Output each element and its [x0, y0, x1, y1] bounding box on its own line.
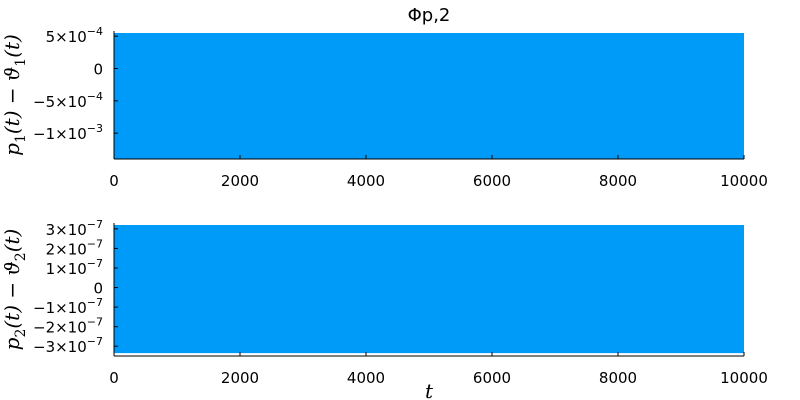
- panel1-x-tick-label: 6000: [473, 172, 511, 190]
- panel1-x-tick-label: 8000: [599, 172, 637, 190]
- panel2-x-tick-label: 0: [109, 369, 119, 387]
- panel1-x-tick-label: 0: [109, 172, 119, 190]
- panel2-y-axis-label: p2(t) − ϑ2(t): [0, 229, 29, 351]
- panel2-x-tick-label: 2000: [221, 369, 259, 387]
- panel2-y-tick-label: 0: [93, 280, 103, 298]
- panel1-y-tick-label: −1×10−3: [33, 122, 103, 143]
- panel2-y-tick-label: −1×10−7: [33, 296, 103, 317]
- panel2-x-tick-label: 6000: [473, 369, 511, 387]
- panel2-x-tick-label: 4000: [347, 369, 385, 387]
- panel1-y-tick-label: 0: [93, 60, 103, 78]
- panel2-y-tick-label: 1×10−7: [46, 257, 103, 278]
- panel1-y-tick-label: 5×10−4: [46, 25, 103, 46]
- panel2-y-tick-label: 2×10−7: [46, 237, 103, 258]
- panel2-x-axis-label: t: [425, 379, 434, 400]
- panel1-series-1-band: [114, 32, 744, 159]
- panel2-x-tick-label: 10000: [720, 369, 768, 387]
- panel2-series-1-band: [114, 224, 744, 354]
- panel1-y-axis-label: p1(t) − ϑ1(t): [0, 34, 29, 156]
- panel1-x-tick-label: 10000: [720, 172, 768, 190]
- panel2-y-tick-label: −2×10−7: [33, 316, 103, 337]
- panel1-x-tick-label: 4000: [347, 172, 385, 190]
- panel2-y-tick-label: −3×10−7: [33, 335, 103, 356]
- panel1-x-tick-label: 2000: [221, 172, 259, 190]
- panel2-x-tick-label: 8000: [599, 369, 637, 387]
- panel1-title: Φp,2: [408, 5, 451, 26]
- panel2-y-tick-label: 3×10−7: [46, 218, 103, 239]
- panel1-y-tick-label: −5×10−4: [33, 90, 103, 111]
